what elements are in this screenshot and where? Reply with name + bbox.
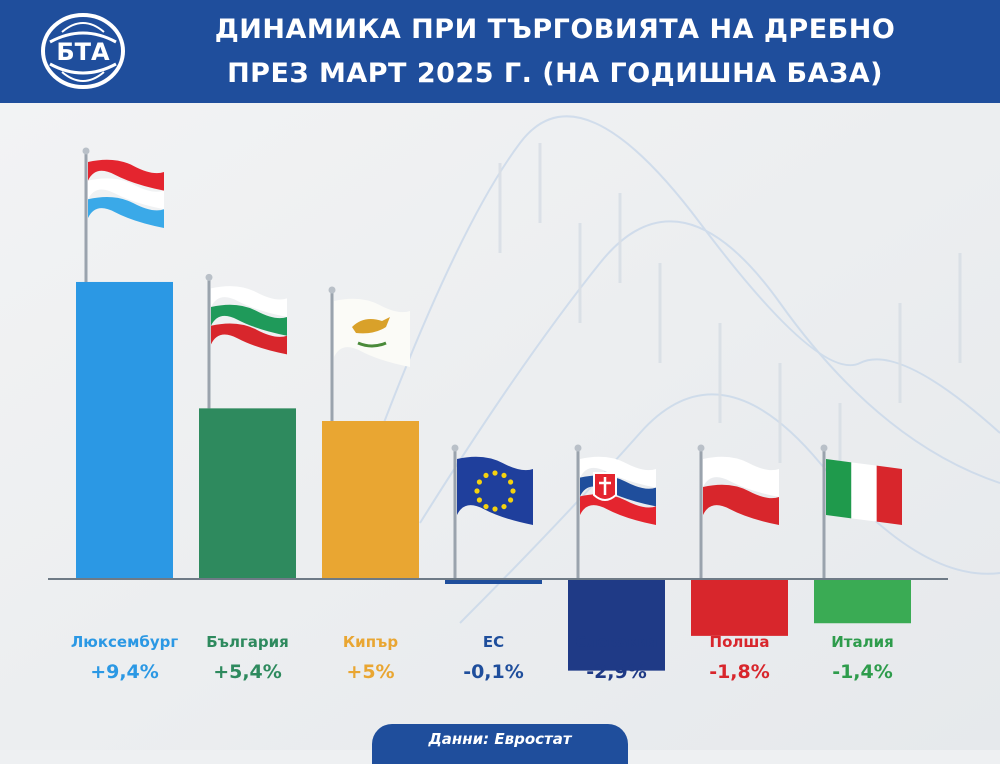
bar-italy (814, 579, 911, 624)
title-line-1: ДИНАМИКА ПРИ ТЪРГОВИЯТА НА ДРЕБНО (214, 14, 896, 45)
bar-cyprus (322, 421, 419, 579)
category-label-slovakia: Словакия (575, 633, 657, 651)
bar-chart: Люксембург +9,4% България +5,4% Кипър +5% ЕС -0… (48, 147, 948, 683)
value-label-slovakia: -2,9% (586, 661, 647, 683)
title-line-2: ПРЕЗ МАРТ 2025 Г. (НА ГОДИШНА БАЗА) (227, 58, 883, 89)
flag-italy-icon (820, 444, 902, 579)
flag-eu-icon (451, 444, 533, 579)
bar-poland (691, 579, 788, 636)
value-label-poland: -1,8% (709, 661, 770, 683)
category-label-luxembourg: Люксембург (71, 633, 179, 651)
source-text: Данни: Евростат (428, 730, 572, 748)
flag-bulgaria-icon (205, 273, 287, 409)
flag-poland-icon (697, 444, 779, 579)
category-label-poland: Полша (710, 633, 770, 651)
bar-slovakia (568, 579, 665, 671)
header-banner: БТА ДИНАМИКА ПРИ ТЪРГОВИЯТА НА ДРЕБНО ПР… (0, 0, 1000, 103)
page-title: ДИНАМИКА ПРИ ТЪРГОВИЯТА НА ДРЕБНО ПРЕЗ М… (150, 8, 960, 96)
value-label-luxembourg: +9,4% (90, 661, 159, 683)
category-label-italy: Италия (831, 633, 894, 651)
logo-text: БТА (56, 38, 110, 66)
bar-bulgaria (199, 408, 296, 579)
bta-logo-icon: БТА (41, 13, 125, 89)
bar-luxembourg (76, 281, 173, 579)
flag-cyprus-icon (328, 286, 410, 421)
value-label-eu: -0,1% (463, 661, 524, 683)
category-label-bulgaria: България (206, 633, 289, 651)
value-label-cyprus: +5% (346, 661, 394, 683)
flag-luxembourg-icon (82, 147, 164, 282)
source-badge: Данни: Евростат (372, 724, 628, 764)
flag-slovakia-icon (574, 444, 656, 579)
value-label-bulgaria: +5,4% (213, 661, 282, 683)
value-label-italy: -1,4% (832, 661, 893, 683)
bar-eu (445, 579, 542, 584)
category-label-eu: ЕС (483, 633, 504, 651)
category-label-cyprus: Кипър (343, 633, 398, 651)
